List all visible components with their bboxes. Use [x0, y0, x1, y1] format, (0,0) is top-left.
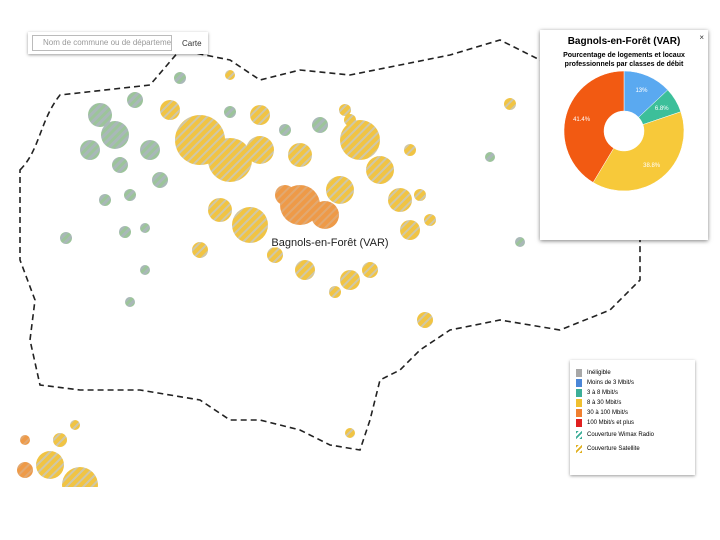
- legend-label: Couverture Satellite: [587, 446, 640, 452]
- legend-label: 30 à 100 Mbit/s: [587, 410, 629, 416]
- coverage-area: [312, 117, 328, 133]
- legend-label: Couverture Wimax Radio: [587, 432, 655, 438]
- map-edge: [0, 487, 720, 540]
- map-label: Bagnols-en-Forêt (VAR): [271, 237, 388, 249]
- coverage-area: [101, 121, 129, 149]
- coverage-area: [250, 105, 270, 125]
- legend-label: 8 à 30 Mbit/s: [587, 400, 622, 406]
- coverage-area: [267, 247, 283, 263]
- coverage-area: [288, 143, 312, 167]
- coverage-area: [140, 223, 150, 233]
- coverage-area: [174, 72, 186, 84]
- legend: Inéligible Moins de 3 Mbit/s 3 à 8 Mbit/s 8…: [570, 360, 695, 475]
- coverage-area: [311, 201, 339, 229]
- coverage-area: [329, 286, 341, 298]
- coverage-area: [388, 188, 412, 212]
- donut-chart: 13% 6.8% 38.8% 41.4%: [563, 70, 685, 192]
- legend-label: 100 Mbit/s et plus: [587, 420, 635, 426]
- legend-item: Couverture Satellite: [576, 442, 695, 456]
- coverage-area: [400, 220, 420, 240]
- coverage-area: [119, 226, 131, 238]
- coverage-area: [485, 152, 495, 162]
- search-input[interactable]: Nom de commune ou de département: [32, 35, 172, 51]
- search-bar: Nom de commune ou de département Carte: [28, 32, 208, 54]
- coverage-area: [152, 172, 168, 188]
- close-button[interactable]: ×: [699, 33, 704, 42]
- legend-swatch: [576, 389, 582, 397]
- coverage-area: [339, 104, 351, 116]
- coverage-area: [515, 237, 525, 247]
- legend-label: 3 à 8 Mbit/s: [587, 390, 619, 396]
- popup: × Bagnols-en-Forêt (VAR) Pourcentage de …: [540, 30, 708, 240]
- coverage-area: [99, 194, 111, 206]
- coverage-area: [88, 103, 112, 127]
- donut-slice: [592, 111, 685, 192]
- coverage-area: [279, 124, 291, 136]
- coverage-area: [362, 262, 378, 278]
- coverage-area: [140, 140, 160, 160]
- coverage-area: [140, 265, 150, 275]
- coverage-area: [225, 70, 235, 80]
- coverage-area: [326, 176, 354, 204]
- coverage-area: [424, 214, 436, 226]
- legend-label: Moins de 3 Mbit/s: [587, 380, 635, 386]
- coverage-area: [127, 92, 143, 108]
- coverage-area: [295, 260, 315, 280]
- coverage-area: [208, 198, 232, 222]
- legend-item: 8 à 30 Mbit/s: [576, 398, 695, 408]
- coverage-area: [340, 270, 360, 290]
- legend-item: Moins de 3 Mbit/s: [576, 378, 695, 388]
- coverage-area: [366, 156, 394, 184]
- slice-label: 41.4%: [573, 117, 591, 123]
- legend-label: Inéligible: [587, 370, 611, 376]
- legend-swatch: [576, 379, 582, 387]
- coverage-area: [60, 232, 72, 244]
- coverage-area: [414, 189, 426, 201]
- coverage-area: [504, 98, 516, 110]
- coverage-area: [224, 106, 236, 118]
- coverage-area: [417, 312, 433, 328]
- legend-swatch: [576, 409, 582, 417]
- coverage-area: [345, 428, 355, 438]
- coverage-area: [112, 157, 128, 173]
- coverage-area: [160, 100, 180, 120]
- coverage-area: [125, 297, 135, 307]
- popup-title: Bagnols-en-Forêt (VAR): [567, 36, 681, 47]
- legend-item: Couverture Wimax Radio: [576, 428, 695, 442]
- coverage-area: [17, 462, 33, 478]
- legend-swatch: [576, 369, 582, 377]
- coverage-area: [53, 433, 67, 447]
- legend-item: Inéligible: [576, 368, 695, 378]
- legend-item: 100 Mbit/s et plus: [576, 418, 695, 428]
- coverage-area: [275, 185, 295, 205]
- coverage-area: [70, 420, 80, 430]
- coverage-area: [232, 207, 268, 243]
- coverage-area: [404, 144, 416, 156]
- coverage-area: [344, 114, 356, 126]
- coverage-area: [208, 138, 252, 182]
- slice-label: 38.8%: [643, 163, 661, 169]
- legend-swatch: [576, 431, 582, 439]
- donut-slice: [563, 70, 625, 183]
- slice-label: 13%: [635, 88, 648, 94]
- legend-item: 30 à 100 Mbit/s: [576, 408, 695, 418]
- coverage-area: [340, 120, 380, 160]
- coverage-area: [192, 242, 208, 258]
- coverage-area: [80, 140, 100, 160]
- coverage-areas: [17, 70, 525, 503]
- coverage-area: [36, 451, 64, 479]
- coverage-area: [246, 136, 274, 164]
- legend-swatch: [576, 419, 582, 427]
- legend-swatch: [576, 445, 582, 453]
- coverage-area: [20, 435, 30, 445]
- legend-swatch: [576, 399, 582, 407]
- slice-label: 6.8%: [655, 106, 669, 112]
- popup-subtitle: Pourcentage de logements et locaux profe…: [563, 52, 685, 68]
- coverage-area: [124, 189, 136, 201]
- legend-item: 3 à 8 Mbit/s: [576, 388, 695, 398]
- map-button[interactable]: Carte: [182, 38, 202, 48]
